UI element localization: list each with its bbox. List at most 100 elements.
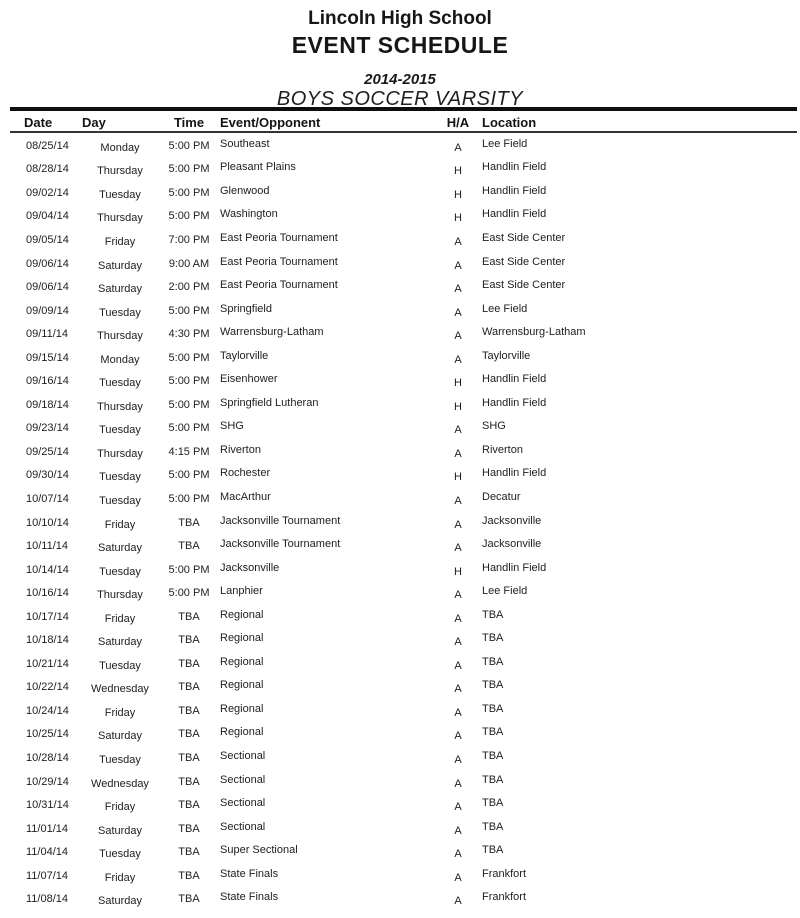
cell-location: TBA [482,773,504,786]
column-header-time: Time [173,114,205,130]
cell-time: 7:00 PM [168,233,210,246]
cell-time: 5:00 PM [168,351,210,364]
cell-location: Frankfort [482,867,527,880]
table-row: 09/30/14 Tuesday 5:00 PM Rochester H Handlin … [0,464,800,488]
cell-day: Friday [104,801,136,814]
cell-event: Sectional [220,749,266,762]
cell-date: 09/02/14 [26,186,69,199]
cell-event: Taylorville [220,349,269,362]
table-row: 09/15/14 Monday 5:00 PM Taylorville A Taylorv… [0,346,800,370]
cell-location: East Side Center [482,231,566,244]
cell-event: Rochester [220,467,271,480]
cell-day: Thursday [97,400,143,413]
table-row: 10/07/14 Tuesday 5:00 PM MacArthur A Decatur [0,487,800,511]
cell-time: 5:00 PM [168,398,210,411]
cell-ha: A [454,777,462,790]
cell-date: 10/10/14 [26,516,69,529]
cell-date: 08/25/14 [26,139,69,152]
cell-event: Sectional [220,797,266,810]
cell-time: 5:00 PM [168,469,210,482]
cell-location: Jacksonville [482,538,542,551]
cell-location: Handlin Field [482,396,547,409]
cell-time: TBA [178,634,200,647]
cell-ha: H [454,212,462,225]
cell-day: Tuesday [99,471,141,484]
cell-date: 11/04/14 [26,846,69,859]
table-row: 11/08/14 Saturday TBA State Finals A Frankfor… [0,888,800,912]
cell-event: Lanphier [220,585,263,598]
cell-date: 09/23/14 [26,422,69,435]
cell-time: TBA [178,799,200,812]
cell-location: East Side Center [482,255,566,268]
cell-day: Tuesday [99,565,141,578]
cell-location: East Side Center [482,279,566,292]
cell-ha: A [454,730,462,743]
cell-ha: A [454,494,462,507]
table-row: 10/29/14 Wednesday TBA Sectional A TBA [0,770,800,794]
cell-event: MacArthur [220,490,271,503]
table-row: 09/16/14 Tuesday 5:00 PM Eisenhower H Handlin… [0,369,800,393]
table-row: 09/06/14 Saturday 9:00 AM East Peoria Tourn… [0,252,800,276]
cell-date: 10/07/14 [26,492,69,505]
cell-ha: A [454,683,462,696]
cell-date: 09/06/14 [26,281,69,294]
cell-day: Thursday [97,165,143,178]
cell-day: Friday [104,518,136,531]
school-name: Lincoln High School [308,8,492,29]
cell-date: 10/24/14 [26,704,69,717]
table-row: 10/18/14 Saturday TBA Regional A TBA [0,628,800,652]
cell-day: Thursday [97,330,143,343]
cell-ha: A [454,871,462,884]
season-label: 2014-2015 [364,71,436,88]
cell-event: Sectional [220,820,266,833]
cell-ha: A [454,283,462,296]
cell-location: TBA [482,608,504,621]
cell-day: Saturday [97,636,143,649]
cell-date: 10/25/14 [26,728,69,741]
cell-day: Saturday [97,824,143,837]
cell-time: TBA [178,869,200,882]
cell-location: Handlin Field [482,561,547,574]
cell-location: TBA [482,749,504,762]
top-rule [10,107,797,111]
cell-ha: A [454,895,462,908]
cell-date: 11/07/14 [26,869,69,882]
table-row: 09/11/14 Thursday 4:30 PM Warrensburg-Latha… [0,322,800,346]
cell-date: 10/14/14 [26,563,69,576]
table-row: 08/25/14 Monday 5:00 PM Southeast A Lee Field [0,134,800,158]
cell-date: 10/16/14 [26,587,69,600]
cell-time: 5:00 PM [168,139,210,152]
cell-time: 5:00 PM [168,163,210,176]
cell-date: 09/30/14 [26,469,69,482]
cell-location: Jacksonville [482,514,542,527]
table-row: 09/25/14 Thursday 4:15 PM Riverton A Riverton [0,440,800,464]
cell-event: Riverton [220,443,261,456]
cell-day: Wednesday [91,683,149,696]
cell-ha: A [454,235,462,248]
table-row: 11/04/14 Tuesday TBA Super Sectional A TBA [0,840,800,864]
cell-day: Friday [104,235,136,248]
cell-ha: A [454,753,462,766]
table-row: 09/23/14 Tuesday 5:00 PM SHG A SHG [0,417,800,441]
cell-location: Lee Field [482,302,528,315]
column-header-ha: H/A [446,114,470,130]
cell-event: Jacksonville [220,561,280,574]
cell-location: TBA [482,797,504,810]
table-row: 11/07/14 Friday TBA State Finals A Frankfort [0,864,800,888]
cell-time: 2:00 PM [168,281,210,294]
column-header-event: Event/Opponent [220,114,321,130]
cell-time: TBA [178,681,200,694]
cell-ha: H [454,400,462,413]
cell-day: Tuesday [99,188,141,201]
cell-time: 5:00 PM [168,563,210,576]
cell-ha: A [454,259,462,272]
document-header: Lincoln High School EVENT SCHEDULE 2014-… [0,0,800,110]
table-row: 10/17/14 Friday TBA Regional A TBA [0,605,800,629]
cell-time: 5:00 PM [168,422,210,435]
cell-date: 09/09/14 [26,304,69,317]
cell-date: 10/22/14 [26,681,69,694]
cell-day: Saturday [97,283,143,296]
cell-ha: H [454,188,462,201]
cell-location: Decatur [482,490,521,503]
cell-ha: H [454,565,462,578]
